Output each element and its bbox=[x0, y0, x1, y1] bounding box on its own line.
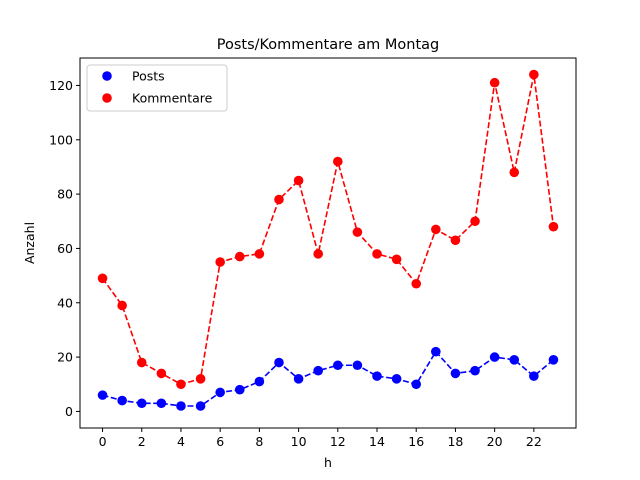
data-point-kommentare bbox=[234, 251, 245, 262]
data-point-posts bbox=[195, 401, 206, 411]
data-point-kommentare bbox=[176, 379, 186, 390]
x-tick-label: 22 bbox=[526, 434, 542, 449]
data-point-posts bbox=[136, 398, 147, 409]
data-point-posts bbox=[529, 371, 539, 381]
data-point-posts bbox=[411, 379, 422, 390]
legend-marker-kommentare bbox=[102, 93, 112, 103]
y-tick-label: 60 bbox=[57, 241, 73, 256]
x-tick-label: 6 bbox=[216, 434, 224, 449]
data-point-kommentare bbox=[274, 194, 284, 205]
data-point-kommentare bbox=[489, 77, 500, 88]
data-point-posts bbox=[293, 374, 304, 384]
y-axis-label: Anzahl bbox=[22, 222, 37, 264]
data-point-posts bbox=[548, 355, 559, 365]
data-point-kommentare bbox=[156, 368, 167, 379]
data-point-kommentare bbox=[136, 357, 147, 368]
data-point-posts bbox=[509, 355, 520, 365]
data-point-kommentare bbox=[411, 278, 422, 289]
data-point-posts bbox=[274, 357, 284, 368]
x-axis-label: h bbox=[324, 455, 332, 470]
legend-label-posts: Posts bbox=[132, 69, 165, 84]
data-point-posts bbox=[97, 390, 108, 400]
x-tick-label: 16 bbox=[408, 434, 424, 449]
data-point-kommentare bbox=[254, 249, 265, 259]
data-point-kommentare bbox=[431, 224, 441, 235]
data-point-posts bbox=[372, 371, 382, 381]
x-tick-label: 10 bbox=[291, 434, 307, 449]
y-tick-label: 100 bbox=[49, 132, 73, 147]
legend-marker-posts bbox=[102, 71, 112, 81]
data-point-kommentare bbox=[372, 249, 382, 259]
data-point-kommentare bbox=[117, 300, 127, 311]
data-point-kommentare bbox=[470, 216, 480, 227]
data-point-kommentare bbox=[352, 227, 363, 237]
data-point-posts bbox=[215, 387, 225, 398]
y-axis: 0 20 40 60 80 100 120 bbox=[49, 78, 80, 419]
data-point-posts bbox=[176, 401, 186, 411]
data-point-kommentare bbox=[97, 273, 108, 284]
series-layer bbox=[97, 69, 559, 411]
chart-title: Posts/Kommentare am Montag bbox=[217, 37, 440, 53]
data-point-kommentare bbox=[293, 175, 304, 186]
data-point-kommentare bbox=[509, 167, 520, 178]
data-point-posts bbox=[117, 395, 127, 406]
data-point-posts bbox=[313, 365, 323, 376]
legend-label-kommentare: Kommentare bbox=[132, 91, 213, 106]
y-tick-label: 80 bbox=[57, 187, 73, 202]
data-point-posts bbox=[156, 398, 167, 409]
data-point-kommentare bbox=[195, 374, 206, 384]
data-point-kommentare bbox=[548, 221, 559, 232]
x-tick-label: 8 bbox=[255, 434, 263, 449]
data-point-posts bbox=[431, 346, 441, 357]
x-tick-label: 12 bbox=[330, 434, 346, 449]
legend: Posts Kommentare bbox=[86, 64, 228, 112]
data-point-posts bbox=[489, 352, 500, 362]
data-point-kommentare bbox=[215, 257, 225, 267]
data-point-posts bbox=[450, 368, 461, 379]
x-tick-label: 18 bbox=[447, 434, 463, 449]
data-point-posts bbox=[333, 360, 343, 371]
y-tick-label: 120 bbox=[49, 78, 73, 93]
data-point-posts bbox=[470, 365, 480, 376]
y-tick-label: 0 bbox=[65, 404, 73, 419]
data-point-kommentare bbox=[391, 254, 402, 265]
data-point-posts bbox=[234, 384, 245, 395]
x-tick-label: 20 bbox=[487, 434, 503, 449]
x-tick-label: 2 bbox=[138, 434, 146, 449]
data-point-kommentare bbox=[313, 249, 323, 259]
y-tick-label: 40 bbox=[57, 295, 73, 310]
legend-frame bbox=[86, 64, 228, 112]
data-point-kommentare bbox=[529, 69, 539, 80]
data-point-kommentare bbox=[450, 235, 461, 246]
data-point-posts bbox=[352, 360, 363, 371]
y-tick-label: 20 bbox=[57, 350, 73, 365]
data-point-kommentare bbox=[333, 156, 343, 167]
x-tick-label: 0 bbox=[99, 434, 107, 449]
x-axis: 0 2 4 6 8 10 12 14 16 18 20 22 bbox=[99, 428, 542, 449]
x-tick-label: 14 bbox=[369, 434, 385, 449]
x-tick-label: 4 bbox=[177, 434, 185, 449]
data-point-posts bbox=[391, 374, 402, 384]
plot-area bbox=[79, 57, 577, 429]
data-point-posts bbox=[254, 376, 265, 387]
